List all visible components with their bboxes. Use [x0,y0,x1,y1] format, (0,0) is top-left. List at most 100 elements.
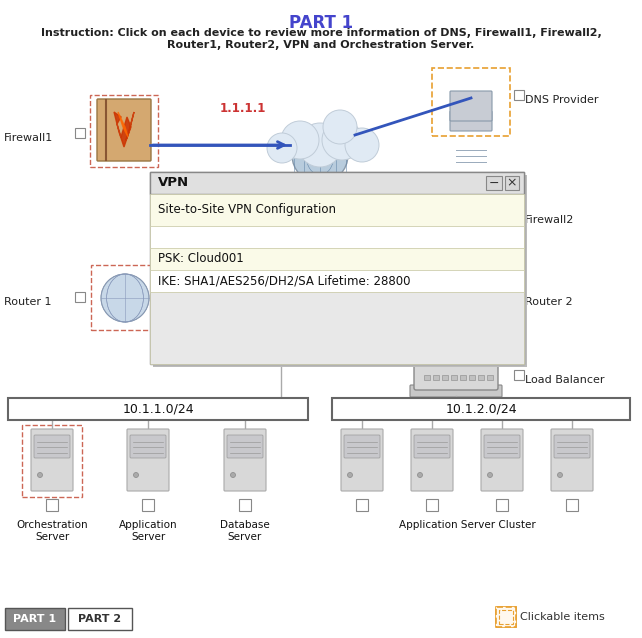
FancyBboxPatch shape [130,435,166,458]
Circle shape [134,473,139,477]
Text: ×: × [507,177,517,189]
Bar [75,128,85,138]
Circle shape [37,473,42,477]
FancyBboxPatch shape [410,385,502,397]
Bar [46,499,58,511]
Text: Instruction: Click on each device to review more information of DNS, Firewall1, : Instruction: Click on each device to rev… [40,28,602,38]
Bar [514,210,524,220]
Bar [91,265,159,330]
Bar [514,292,524,302]
Text: Orchestration
Server: Orchestration Server [16,520,88,542]
Bar [22,425,82,497]
Bar [460,375,466,380]
Bar [150,194,524,226]
Bar [239,499,251,511]
Text: 1.1.1.1: 1.1.1.1 [220,101,266,114]
Text: Router 2: Router 2 [525,297,573,307]
FancyBboxPatch shape [551,429,593,491]
Text: PART 2: PART 2 [78,614,121,624]
Text: Clickable items: Clickable items [520,612,605,622]
Text: DNS Provider: DNS Provider [525,95,598,105]
FancyBboxPatch shape [227,435,263,458]
Text: Site-to-Site VPN Configuration: Site-to-Site VPN Configuration [158,204,336,216]
Text: IKE: SHA1/AES256/DH2/SA Lifetime: 28800: IKE: SHA1/AES256/DH2/SA Lifetime: 28800 [158,274,410,288]
Text: Load Balancer: Load Balancer [525,375,605,385]
FancyBboxPatch shape [484,435,520,458]
Circle shape [292,127,348,183]
Polygon shape [114,112,134,147]
Bar [150,292,524,364]
Text: −: − [489,177,499,189]
Bar [150,172,524,194]
Bar [150,172,524,364]
Text: Internet: Internet [299,173,341,183]
Circle shape [230,473,236,477]
Circle shape [487,473,492,477]
Bar [356,499,368,511]
Bar [486,176,502,190]
Circle shape [267,133,297,163]
Circle shape [347,473,352,477]
FancyBboxPatch shape [450,111,492,131]
Bar [153,175,527,367]
Bar [142,499,154,511]
Text: PART 1: PART 1 [13,614,56,624]
Bar [432,68,510,136]
Bar [451,375,457,380]
Bar [150,248,524,270]
Circle shape [281,121,319,159]
Text: Router 1: Router 1 [4,297,51,307]
Bar [424,375,430,380]
Circle shape [298,123,342,167]
Bar [5,608,65,630]
Text: 10.1.2.0/24: 10.1.2.0/24 [445,403,517,415]
Bar [433,375,439,380]
Bar [514,90,524,100]
Bar [496,607,516,627]
Circle shape [557,473,562,477]
Text: Application Server Cluster: Application Server Cluster [399,520,535,530]
Bar [499,610,513,624]
Text: 10.1.1.0/24: 10.1.1.0/24 [122,403,194,415]
Bar [469,375,475,380]
Bar [75,292,85,302]
FancyBboxPatch shape [414,356,498,390]
Text: PART 1: PART 1 [289,14,353,32]
Bar [478,375,484,380]
Polygon shape [118,112,128,137]
Bar [68,608,132,630]
Bar [487,375,493,380]
FancyBboxPatch shape [341,429,383,491]
Text: Firewall2: Firewall2 [525,215,575,225]
FancyBboxPatch shape [224,429,266,491]
Text: Application
Server: Application Server [119,520,177,542]
Text: VPN: VPN [158,177,189,189]
Bar [150,270,524,292]
FancyBboxPatch shape [127,429,169,491]
FancyBboxPatch shape [554,435,590,458]
Bar [496,499,508,511]
Bar [566,499,578,511]
FancyBboxPatch shape [481,429,523,491]
Circle shape [101,274,149,322]
Bar [426,499,438,511]
Bar [496,607,516,627]
Bar [90,95,158,167]
FancyBboxPatch shape [34,435,70,458]
Bar [442,375,448,380]
Text: PSK: Cloud001: PSK: Cloud001 [158,253,244,265]
FancyBboxPatch shape [31,429,73,491]
Bar [505,176,519,190]
Circle shape [322,120,362,160]
Circle shape [417,473,422,477]
Bar [8,398,308,420]
FancyBboxPatch shape [411,429,453,491]
Text: Router1, Router2, VPN and Orchestration Server.: Router1, Router2, VPN and Orchestration … [168,40,474,50]
Text: Database
Server: Database Server [220,520,270,542]
Bar [150,226,524,248]
FancyBboxPatch shape [450,91,492,121]
FancyBboxPatch shape [97,99,151,161]
Text: Firewall1: Firewall1 [4,133,53,143]
Bar [332,398,630,420]
FancyBboxPatch shape [414,435,450,458]
